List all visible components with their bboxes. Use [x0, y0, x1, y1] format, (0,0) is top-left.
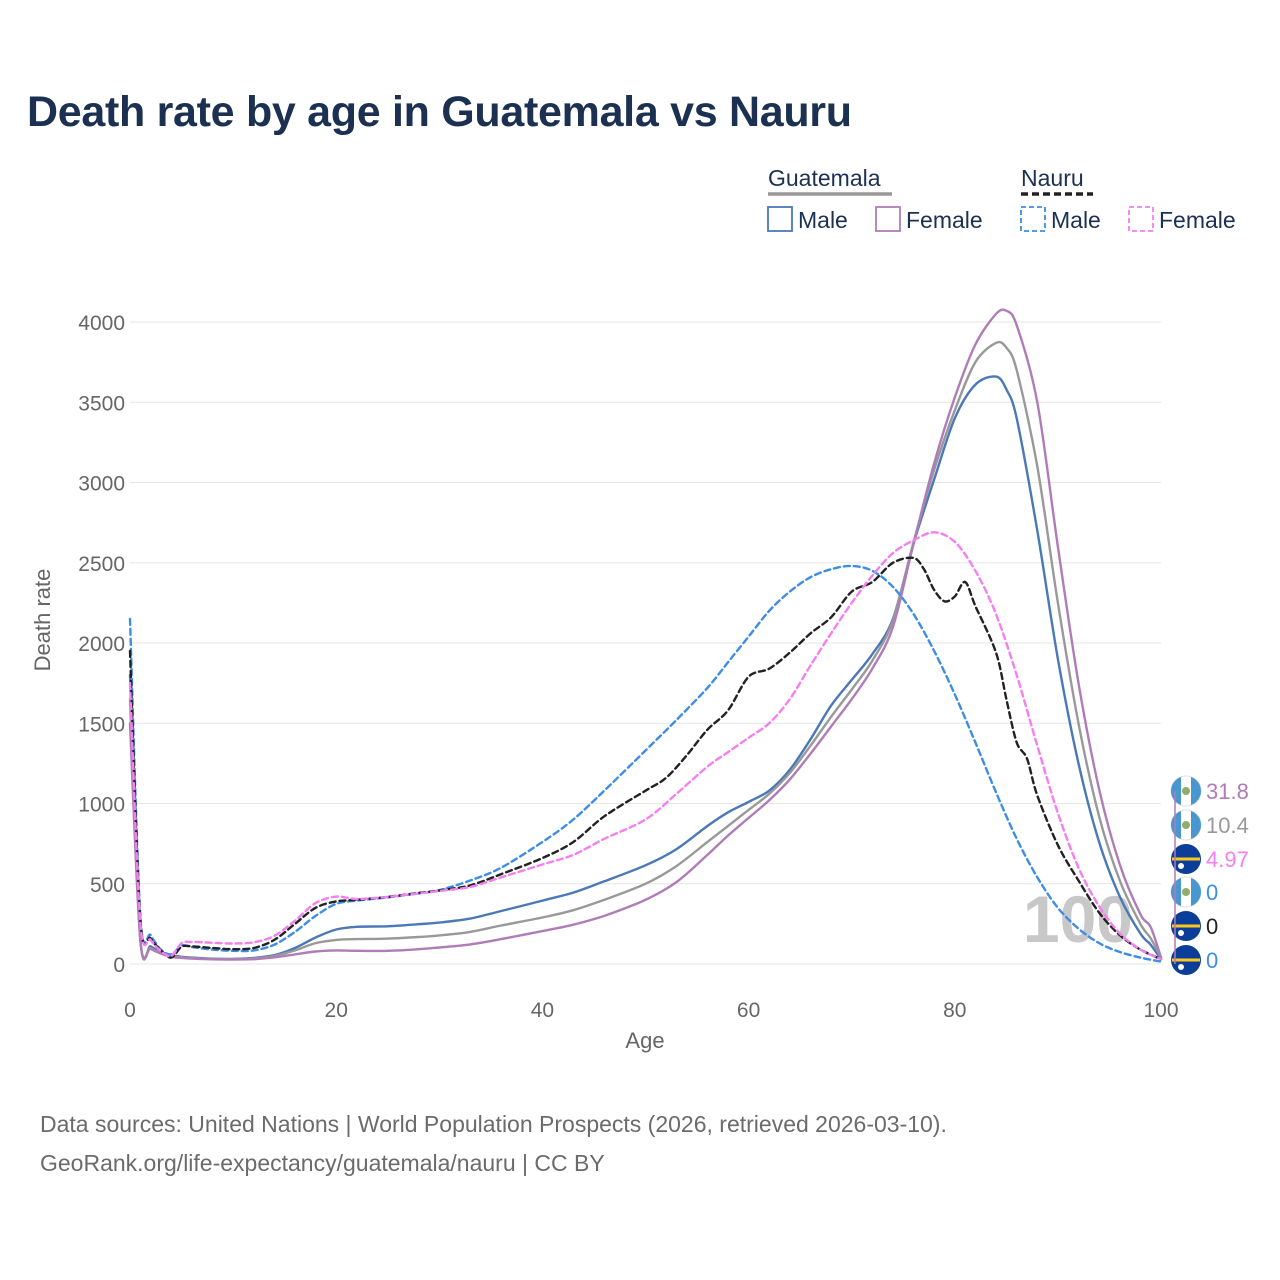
legend-swatch: [767, 206, 793, 232]
end-marker: 10.4: [1170, 809, 1249, 841]
x-axis-ticks: 0 20 40 60 80 100: [124, 999, 1178, 1022]
x-tick-label: 100: [1143, 999, 1178, 1022]
flag-star: [1178, 863, 1184, 869]
legend-item-label: Male: [798, 207, 848, 233]
end-marker-value: 0: [1206, 880, 1218, 905]
flag-stripe: [1191, 811, 1201, 839]
end-marker-value: 0: [1206, 948, 1218, 973]
series-line-guatemala-both: [128, 340, 1163, 961]
flag-star: [1178, 964, 1184, 970]
y-tick-label: 1000: [78, 794, 125, 817]
flag-stripe: [1171, 811, 1181, 839]
flag-stripe: [1171, 777, 1181, 805]
legend-item[interactable]: Female: [1128, 206, 1236, 233]
y-tick-label: 2000: [78, 633, 125, 656]
current-age-watermark: 100: [1023, 882, 1133, 956]
x-tick-label: 40: [531, 999, 554, 1022]
chart-title: Death rate by age in Guatemala vs Nauru: [27, 88, 852, 136]
footer-sources: Data sources: United Nations | World Pop…: [40, 1111, 947, 1137]
flag-emblem: [1182, 821, 1190, 829]
flag-stripe: [1191, 777, 1201, 805]
legend-item[interactable]: Male: [767, 206, 848, 233]
legend: Guatemala Male Female Nauru Male Female: [767, 165, 1236, 233]
y-tick-label: 3500: [78, 392, 125, 415]
legend-item-label: Female: [1159, 207, 1236, 233]
legend-item[interactable]: Male: [1020, 206, 1101, 233]
legend-group[interactable]: Nauru: [1021, 165, 1093, 196]
legend-swatch: [875, 206, 901, 232]
legend-group-label: Nauru: [1021, 165, 1084, 191]
flag-stripe: [1172, 857, 1200, 861]
footer: Data sources: United Nations | World Pop…: [40, 1105, 947, 1183]
series-line-nauru-both: [128, 556, 1163, 961]
end-marker: 0: [1171, 945, 1218, 975]
series-line-guatemala-female: [128, 308, 1163, 961]
x-tick-label: 0: [124, 999, 136, 1022]
legend-item-label: Female: [906, 207, 983, 233]
legend-group[interactable]: Guatemala: [768, 165, 892, 196]
series-line-nauru-male: [128, 564, 1163, 963]
end-marker: 31.8: [1170, 775, 1249, 807]
flag-stripe: [1171, 878, 1181, 906]
y-tick-label: 0: [113, 954, 125, 977]
end-marker-value: 10.4: [1206, 813, 1249, 838]
x-tick-label: 60: [737, 999, 760, 1022]
series-lines: [128, 308, 1163, 963]
flag-stripe: [1172, 958, 1200, 962]
legend-group-label: Guatemala: [768, 165, 881, 191]
end-marker-value: 31.8: [1206, 779, 1249, 804]
flag-stripe: [1172, 924, 1200, 928]
series-line-guatemala-male: [128, 375, 1163, 961]
flag-stripe: [1191, 878, 1201, 906]
x-tick-label: 20: [325, 999, 348, 1022]
end-marker: 0: [1171, 911, 1218, 941]
end-marker-value: 0: [1206, 914, 1218, 939]
y-tick-label: 1500: [78, 713, 125, 736]
end-marker-value: 4.97: [1206, 847, 1249, 872]
end-marker: 0: [1170, 876, 1218, 908]
end-markers: 31.8 10.4 4.97 0 0 0: [1170, 775, 1249, 975]
x-tick-label: 80: [943, 999, 966, 1022]
series-line-nauru-female: [128, 531, 1163, 961]
x-axis-label: Age: [625, 1028, 664, 1053]
y-tick-label: 2500: [78, 553, 125, 576]
y-tick-label: 500: [90, 874, 125, 897]
legend-swatch: [1128, 206, 1154, 232]
flag-emblem: [1182, 888, 1190, 896]
y-tick-label: 4000: [78, 312, 125, 335]
y-axis-ticks: 0 500 1000 1500 2000 2500 3000 3500 4000: [78, 312, 125, 977]
end-marker: 4.97: [1171, 844, 1249, 874]
legend-swatch: [1020, 206, 1046, 232]
y-axis-label: Death rate: [30, 569, 55, 672]
legend-item-label: Male: [1051, 207, 1101, 233]
flag-star: [1178, 930, 1184, 936]
y-tick-label: 3000: [78, 473, 125, 496]
flag-emblem: [1182, 787, 1190, 795]
footer-link[interactable]: GeoRank.org/life-expectancy/guatemala/na…: [40, 1150, 605, 1176]
legend-item[interactable]: Female: [875, 206, 983, 233]
